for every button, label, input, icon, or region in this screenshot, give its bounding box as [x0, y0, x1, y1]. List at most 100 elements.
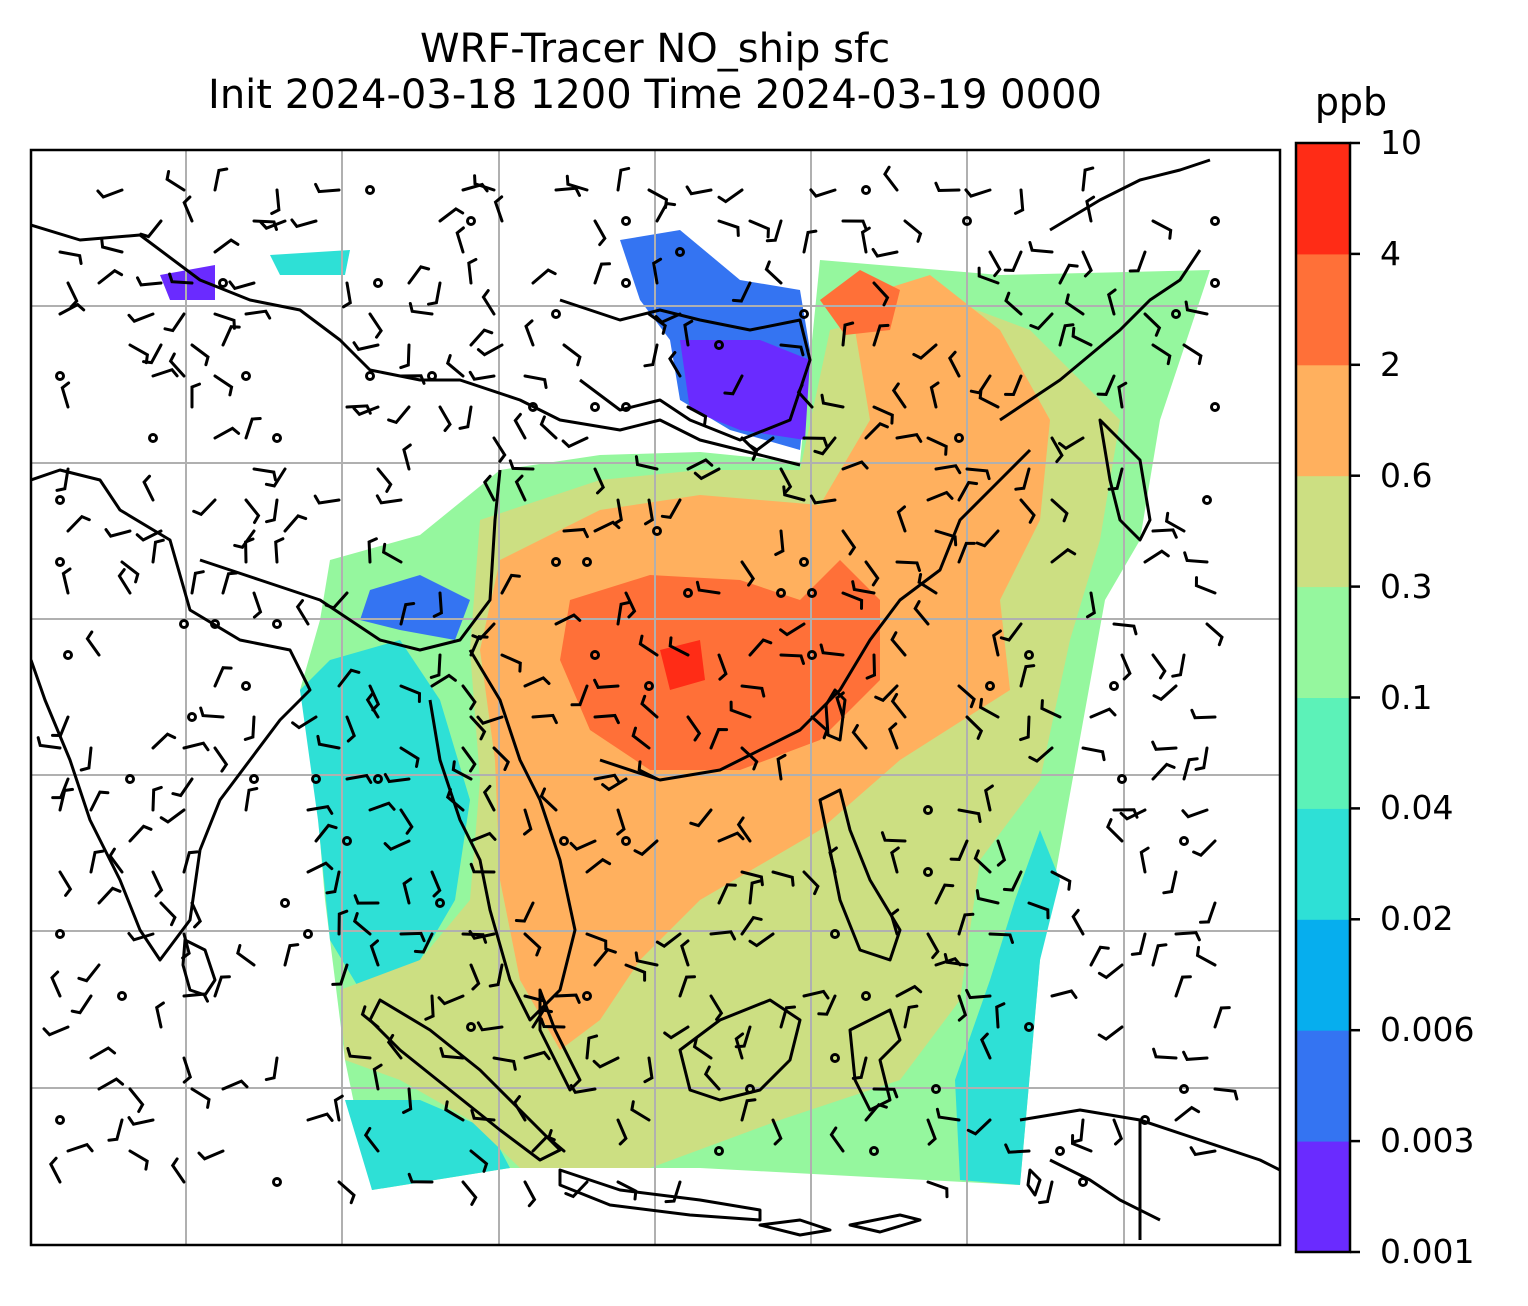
wind-barb: [717, 883, 737, 905]
wind-barb: [903, 1004, 919, 1029]
wind-barb: [1081, 746, 1106, 762]
calm-circle: [582, 991, 592, 1001]
wind-barb: [539, 1017, 566, 1029]
calm-circle: [869, 1146, 879, 1156]
wind-barb: [85, 630, 101, 657]
wind-barb: [438, 405, 452, 432]
wind-barb: [647, 312, 667, 335]
wind-barb: [381, 542, 403, 564]
wind-barb: [779, 1005, 796, 1029]
wind-barb: [1040, 699, 1062, 719]
wind-barb: [643, 343, 659, 368]
wind-barb: [957, 808, 982, 823]
wind-barb: [975, 529, 1000, 548]
wind-barb: [554, 993, 581, 1004]
wind-barb: [408, 302, 434, 316]
wind-barb: [813, 436, 837, 456]
wind-barb: [79, 746, 93, 772]
wind-barb: [290, 218, 318, 229]
wind-barb: [182, 741, 210, 752]
wind-barb: [1058, 263, 1079, 285]
wind-barb: [375, 494, 403, 505]
wind-barb: [469, 831, 497, 843]
wind-barb: [957, 912, 975, 936]
wind-barb: [999, 622, 1023, 642]
calm-circle: [1109, 681, 1119, 691]
wind-barb: [61, 567, 72, 595]
wind-barb: [1199, 901, 1217, 924]
wind-barb: [1174, 931, 1201, 942]
colorbar-block: [1296, 1030, 1350, 1142]
calm-circle: [683, 588, 693, 598]
wind-barb: [723, 374, 744, 396]
wind-barb: [345, 773, 373, 784]
calm-circle: [249, 774, 259, 784]
wind-barb: [1028, 746, 1054, 763]
wind-barb: [585, 932, 608, 951]
wind-barb: [89, 849, 105, 874]
tracer-layer-teal-northwest: [270, 250, 350, 275]
wind-barb: [717, 653, 728, 681]
wind-barb: [1189, 1146, 1217, 1157]
wind-barb: [1085, 195, 1096, 223]
wind-barb: [913, 600, 930, 626]
wind-barb: [66, 514, 91, 533]
wind-barb: [190, 1087, 211, 1109]
wind-barb: [992, 629, 1002, 657]
calm-circle: [923, 805, 933, 815]
wind-barb: [128, 1087, 145, 1113]
wind-barb: [236, 944, 256, 967]
wind-barb: [1128, 250, 1147, 273]
coast-small-islands: [758, 1168, 1042, 1237]
colorbar-block: [1296, 808, 1350, 920]
wind-barb: [469, 862, 496, 874]
calm-circle: [714, 1146, 724, 1156]
wind-barb: [476, 715, 504, 725]
calm-circle: [621, 278, 631, 288]
wind-barb: [634, 455, 659, 471]
wind-barb: [957, 684, 976, 709]
wind-barb: [1184, 300, 1209, 316]
wind-barb: [469, 715, 487, 741]
wind-barb: [1205, 622, 1224, 647]
wind-barb: [97, 268, 124, 285]
wind-barb: [633, 839, 659, 857]
wind-barb: [492, 436, 507, 463]
wind-barb: [1096, 374, 1116, 396]
wind-barb: [995, 1002, 1006, 1029]
colorbar-tick-label: 0.001: [1380, 1232, 1475, 1271]
calm-circle: [427, 371, 437, 381]
wind-barb: [1192, 839, 1217, 857]
wind-barb: [66, 281, 79, 309]
wind-barb: [117, 568, 132, 595]
wind-barb: [926, 1180, 949, 1199]
wind-barb: [1064, 293, 1085, 316]
wind-barb: [55, 467, 70, 492]
tracer-layer-teal-southwest: [345, 1100, 510, 1190]
wind-barb: [265, 498, 279, 524]
wind-barb: [399, 808, 414, 835]
wind-barb: [1071, 908, 1085, 936]
wind-barb: [352, 341, 380, 352]
wind-barb: [637, 760, 659, 781]
wind-barb: [895, 432, 923, 443]
calm-circle: [1171, 309, 1181, 319]
wind-barb: [295, 599, 310, 626]
wind-barb: [531, 713, 558, 725]
wind-barb: [668, 636, 690, 657]
calm-circle: [1179, 1084, 1189, 1094]
wind-barb: [828, 846, 838, 874]
wind-barb: [1081, 250, 1093, 278]
wind-barb: [1004, 374, 1023, 397]
calm-circle: [272, 1177, 282, 1187]
colorbar-unit: ppb: [1314, 80, 1388, 124]
wind-barb: [593, 713, 620, 725]
wind-barb: [895, 560, 921, 572]
wind-barb: [776, 753, 787, 781]
wind-barb: [740, 684, 766, 698]
wind-barb: [664, 1180, 682, 1204]
wind-barb: [872, 1087, 899, 1099]
wind-barb: [889, 908, 900, 936]
calm-circle: [582, 557, 592, 567]
wind-barb: [1171, 653, 1186, 678]
